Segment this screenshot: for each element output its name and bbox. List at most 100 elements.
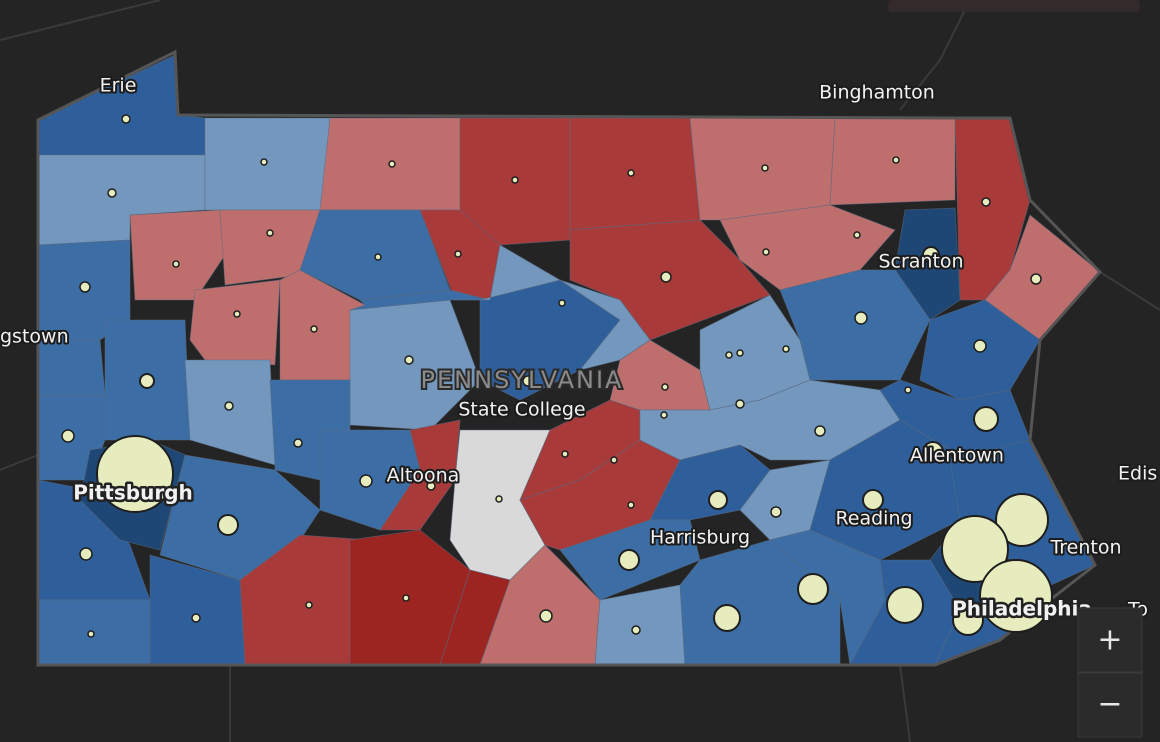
symbol <box>814 425 826 437</box>
symbol <box>979 559 1053 633</box>
symbol <box>374 253 382 261</box>
symbol <box>713 604 741 632</box>
place-label: Pittsburgh <box>73 481 193 505</box>
symbol <box>886 586 924 624</box>
symbol <box>854 311 868 325</box>
zoom-out-label[interactable]: − <box>1097 687 1122 722</box>
symbol <box>522 375 534 387</box>
county <box>37 339 106 396</box>
county <box>639 379 901 461</box>
symbol <box>904 386 912 394</box>
road <box>0 0 161 41</box>
state-label: PENNSYLVANIA <box>421 366 624 394</box>
county <box>894 207 961 321</box>
symbol <box>1030 273 1042 285</box>
road <box>899 0 971 111</box>
symbol <box>293 438 303 448</box>
zoom-in-label[interactable]: + <box>1097 623 1122 658</box>
symbol <box>660 271 672 283</box>
symbol <box>310 325 318 333</box>
symbol <box>191 613 201 623</box>
county <box>189 279 281 366</box>
symbol <box>853 231 861 239</box>
symbol <box>660 411 668 419</box>
place-labels: Erie Binghamton gstown State College Scr… <box>0 73 1159 624</box>
symbol <box>973 339 987 353</box>
symbol <box>661 383 669 391</box>
county <box>479 244 562 301</box>
symbol <box>121 114 131 124</box>
symbol <box>627 169 635 177</box>
place-label: gstown <box>0 326 69 348</box>
county <box>129 209 226 301</box>
symbol <box>922 441 944 463</box>
symbol <box>762 248 770 256</box>
symbol <box>922 246 940 264</box>
zoom-out[interactable]: − <box>1077 672 1143 738</box>
symbol <box>454 250 462 258</box>
road <box>0 454 39 471</box>
county <box>204 117 331 211</box>
symbol <box>862 489 884 511</box>
symbol <box>973 406 999 432</box>
symbol <box>404 355 414 365</box>
road <box>899 664 911 742</box>
symbol <box>770 506 782 518</box>
symbol <box>107 188 117 198</box>
place-label: Allentown <box>910 445 1004 467</box>
place-label: Trenton <box>1049 537 1121 559</box>
symbol <box>797 573 829 605</box>
counties <box>37 54 1101 667</box>
zoom-in[interactable]: + <box>1077 607 1143 673</box>
county <box>829 117 956 206</box>
symbol <box>761 164 769 172</box>
county <box>569 117 701 231</box>
symbol <box>631 625 641 635</box>
symbol <box>96 435 174 513</box>
zoom-in-button[interactable] <box>1077 607 1143 673</box>
symbol <box>402 594 410 602</box>
place-label: Altoona <box>387 465 460 487</box>
zoom-out-button[interactable] <box>1077 672 1143 738</box>
symbol <box>139 373 155 389</box>
symbol <box>708 490 728 510</box>
symbols <box>61 114 1053 638</box>
symbol <box>539 609 553 623</box>
symbol <box>217 514 239 536</box>
symbol <box>618 549 640 571</box>
place-label: Reading <box>835 508 912 530</box>
symbol <box>266 229 274 237</box>
symbol <box>941 515 1009 583</box>
symbol <box>305 601 313 609</box>
state-outline <box>36 49 1103 667</box>
place-label: Edis <box>1118 463 1157 485</box>
symbol <box>426 481 436 491</box>
symbol <box>952 604 984 636</box>
top-panel <box>888 0 1140 12</box>
symbol <box>233 310 241 318</box>
symbol <box>736 349 744 357</box>
symbol <box>981 197 991 207</box>
symbol <box>735 399 745 409</box>
symbol <box>725 351 733 359</box>
county <box>779 269 931 381</box>
symbol <box>561 450 569 458</box>
symbol <box>260 158 268 166</box>
symbol <box>782 345 790 353</box>
place-label: State College <box>458 399 585 421</box>
symbol <box>892 156 900 164</box>
symbol <box>79 281 91 293</box>
symbol <box>388 160 396 168</box>
place-label: Philadelphia <box>952 597 1092 621</box>
symbol <box>79 547 93 561</box>
symbol <box>224 401 234 411</box>
place-label: Scranton <box>878 251 963 273</box>
symbol <box>359 474 373 488</box>
road <box>1099 271 1160 311</box>
symbol <box>172 260 180 268</box>
place-label: Binghamton <box>819 82 935 104</box>
symbol <box>995 493 1049 547</box>
